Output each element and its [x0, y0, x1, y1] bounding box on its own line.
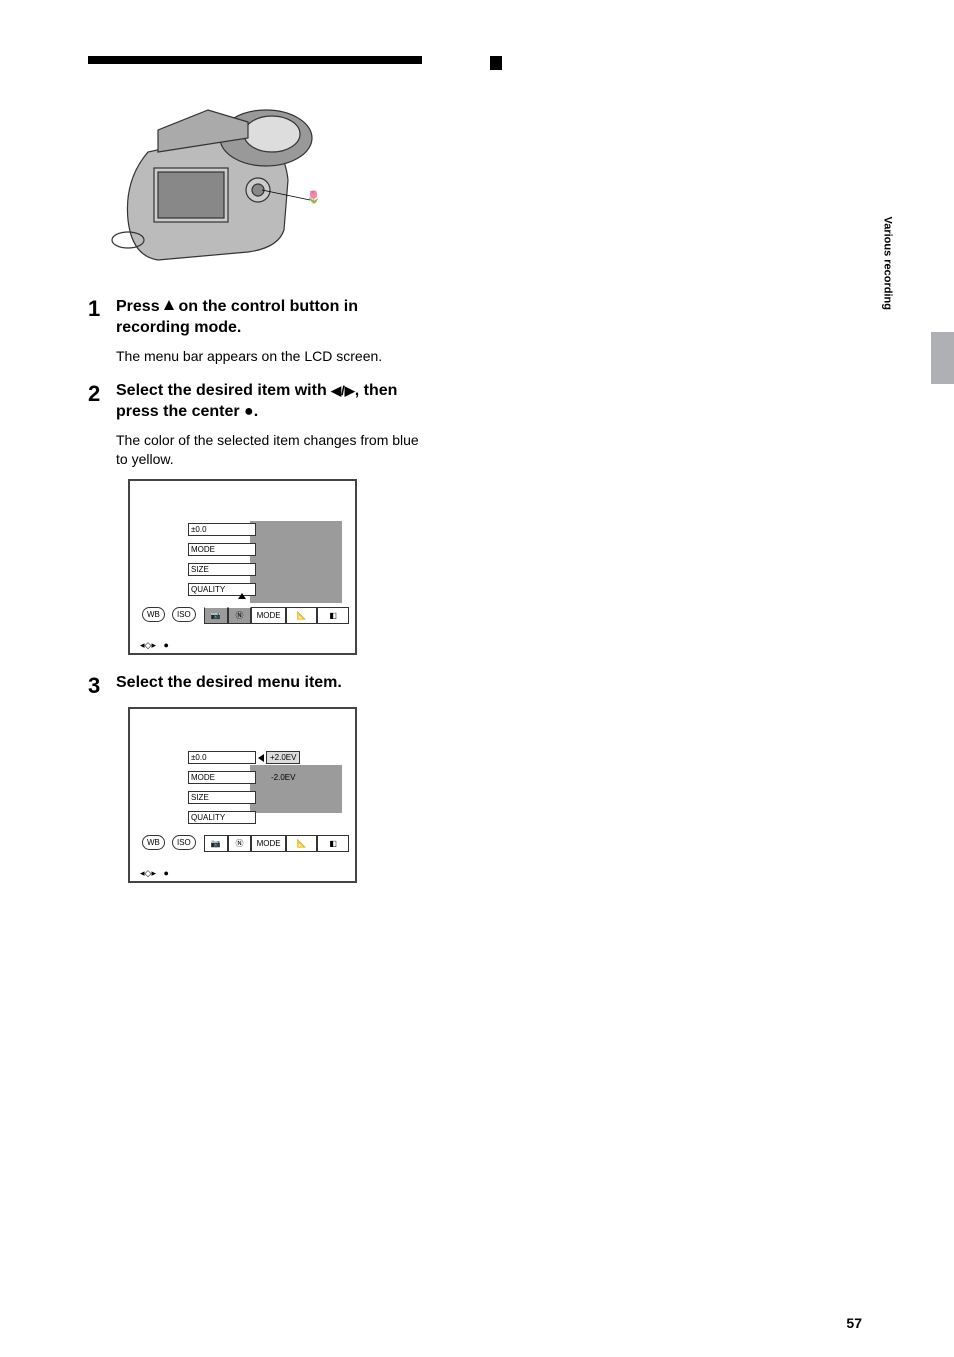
- step-3: 3 Select the desired menu item.: [88, 673, 422, 699]
- section-divider: [88, 56, 422, 64]
- step-number: 3: [88, 673, 116, 699]
- step-2: 2 Select the desired item with ◀/▶, then…: [88, 381, 422, 423]
- step-note: The color of the selected item changes f…: [116, 431, 422, 469]
- camera-illustration-1: 🌷: [88, 80, 328, 280]
- page-side-tab: [931, 332, 954, 384]
- side-section-label: Various recording: [882, 216, 894, 310]
- step-1: 1 Press on the control button in recordi…: [88, 296, 422, 339]
- lcd-helper: ◂◇▸ ●: [140, 640, 169, 651]
- step-number: 1: [88, 296, 116, 322]
- step-number: 2: [88, 381, 116, 407]
- lcd-helper: ◂◇▸ ●: [140, 868, 169, 879]
- step-text: Select the desired menu item.: [116, 673, 342, 694]
- step-note: The menu bar appears on the LCD screen.: [116, 347, 422, 366]
- lcd-menu-2: ±0.0 +2.0EV MODE -2.0EV SIZE QUALITY WB …: [128, 707, 357, 883]
- page-number: 57: [846, 1315, 862, 1331]
- lcd-menu-1: ±0.0 MODE SIZE QUALITY WB ISO 📷 Ⓝ MODE 📐…: [128, 479, 357, 655]
- marker-icon: [490, 56, 502, 70]
- macro-button-label: 🌷: [306, 190, 321, 204]
- step-text: Select the desired item with ◀/▶, then p…: [116, 381, 422, 423]
- step-text: Press on the control button in recording…: [116, 296, 422, 339]
